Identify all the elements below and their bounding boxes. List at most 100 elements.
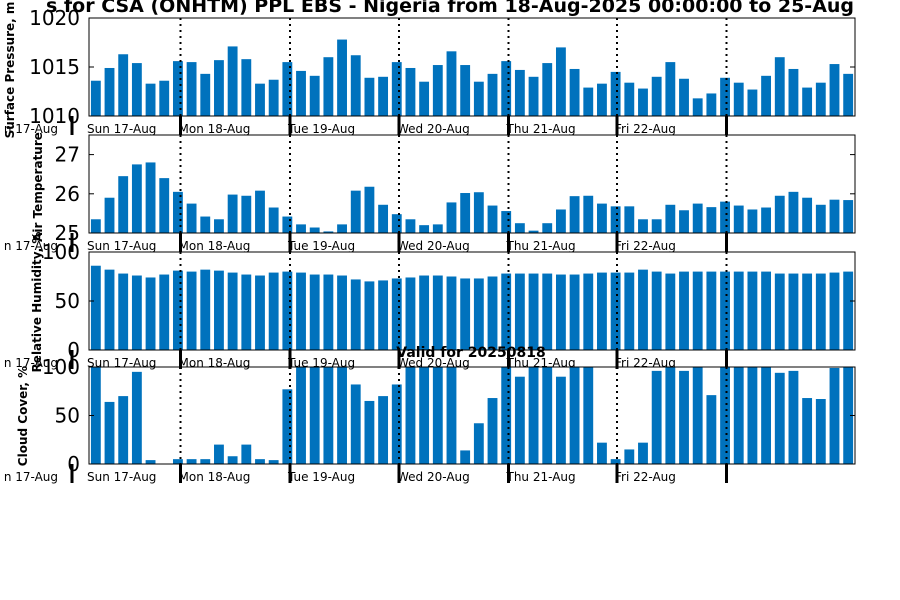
bar-3-8 [186, 271, 197, 350]
day-label-4-2: Sun 17-Aug [87, 470, 156, 484]
bar-3-16 [296, 272, 306, 350]
y-tick-label-1-3: 1020 [29, 6, 80, 30]
bar-2-56 [843, 200, 854, 233]
bar-1-23 [391, 62, 402, 116]
bar-4-32 [514, 376, 525, 464]
bar-3-31 [501, 273, 512, 350]
bar-1-8 [186, 62, 197, 116]
bar-3-5 [145, 277, 156, 350]
bar-1-9 [200, 73, 211, 116]
bar-3-3 [118, 273, 129, 350]
bar-4-19 [337, 367, 347, 464]
bar-1-3 [118, 54, 129, 116]
bar-4-8 [186, 459, 197, 464]
bar-4-40 [624, 449, 635, 464]
bar-2-43 [665, 204, 676, 233]
bar-1-12 [241, 59, 252, 116]
day-label-3-1: n 17-Aug [4, 356, 58, 370]
bar-3-17 [309, 274, 320, 350]
bar-2-35 [555, 209, 566, 233]
bar-2-36 [569, 196, 580, 233]
bar-3-25 [419, 275, 430, 350]
day-label-1-2: Sun 17-Aug [87, 122, 156, 136]
bar-1-32 [514, 69, 525, 116]
bar-2-21 [364, 186, 375, 233]
bar-1-13 [255, 83, 265, 116]
bar-4-49 [747, 367, 758, 464]
bar-3-56 [843, 271, 854, 350]
bar-2-39 [610, 206, 621, 233]
bar-4-51 [774, 372, 785, 464]
bar-3-7 [172, 270, 183, 350]
bar-4-21 [364, 400, 375, 464]
bar-1-40 [624, 82, 635, 116]
bar-2-5 [145, 162, 156, 233]
bar-4-35 [555, 376, 566, 464]
bar-1-7 [172, 61, 183, 116]
bar-4-14 [268, 460, 279, 464]
bar-2-15 [282, 216, 293, 233]
bar-4-55 [829, 367, 840, 464]
bar-3-9 [200, 269, 211, 350]
y-tick-label-4-1: 0 [67, 452, 80, 476]
bar-3-26 [432, 275, 443, 350]
bar-4-44 [679, 370, 689, 464]
bar-4-4 [131, 371, 142, 464]
bar-3-37 [583, 273, 594, 350]
bar-4-23 [391, 384, 402, 464]
bar-3-1 [90, 265, 101, 350]
bar-3-4 [131, 275, 142, 350]
bar-1-30 [487, 73, 498, 116]
bar-4-54 [815, 399, 826, 464]
bar-4-29 [473, 423, 484, 464]
bar-3-2 [104, 269, 115, 350]
bar-4-37 [583, 367, 594, 464]
bar-4-13 [255, 459, 265, 464]
day-label-2-7: Fri 22-Aug [615, 239, 676, 253]
bar-1-14 [268, 79, 279, 116]
bar-1-55 [829, 64, 840, 116]
bar-2-28 [460, 193, 471, 233]
bar-4-53 [802, 398, 813, 464]
day-label-4-5: Wed 20-Aug [397, 470, 470, 484]
bar-4-1 [90, 367, 101, 464]
bar-4-42 [651, 370, 662, 464]
y-axis-label-4: Cloud Cover, % [16, 366, 30, 466]
bar-3-52 [788, 273, 799, 350]
day-label-2-3: Mon 18-Aug [179, 239, 251, 253]
bar-3-24 [405, 277, 416, 350]
bar-2-37 [583, 195, 594, 233]
day-label-2-6: Thu 21-Aug [506, 239, 576, 253]
bar-4-11 [227, 456, 238, 464]
day-label-4-1: n 17-Aug [4, 470, 58, 484]
bar-1-6 [159, 80, 170, 116]
bar-4-27 [446, 367, 457, 464]
bar-4-7 [172, 459, 183, 464]
bar-4-26 [432, 367, 443, 464]
bar-4-2 [104, 401, 115, 464]
bar-2-18 [323, 231, 334, 233]
bar-3-10 [214, 270, 224, 350]
bar-2-14 [268, 207, 279, 233]
bar-4-46 [706, 395, 717, 464]
bar-1-48 [733, 82, 744, 116]
bar-2-46 [706, 207, 717, 233]
bar-2-26 [432, 224, 443, 233]
bar-1-36 [569, 68, 580, 116]
bar-3-43 [665, 273, 676, 350]
bar-2-27 [446, 202, 457, 233]
bar-4-18 [323, 367, 334, 464]
bar-4-52 [788, 370, 799, 464]
day-label-2-5: Wed 20-Aug [397, 239, 470, 253]
bar-3-15 [282, 271, 293, 350]
bar-2-20 [350, 190, 361, 233]
day-label-4-4: Tue 19-Aug [287, 470, 355, 484]
bar-1-29 [473, 81, 484, 116]
bar-1-27 [446, 51, 457, 116]
day-label-1-1: n 17-Aug [4, 122, 58, 136]
bar-2-49 [747, 209, 758, 233]
bar-3-35 [555, 274, 566, 350]
bar-2-40 [624, 206, 635, 233]
bar-2-10 [214, 219, 224, 233]
